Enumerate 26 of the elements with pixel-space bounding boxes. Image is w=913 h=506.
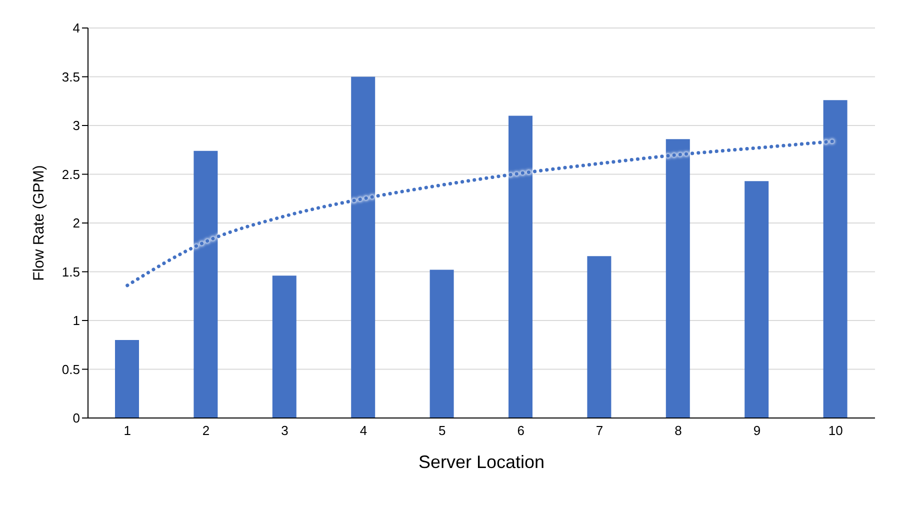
- x-tick-label: 3: [281, 423, 288, 438]
- y-tick-label: 4: [72, 20, 80, 36]
- y-tick-label: 2: [72, 216, 80, 231]
- y-tick-label: 0.5: [62, 362, 80, 377]
- bar: [744, 181, 769, 418]
- y-tick-label: 2.5: [62, 166, 80, 182]
- x-tick-label: 6: [517, 423, 524, 438]
- y-tick-label: 3: [72, 118, 80, 134]
- y-tick-label: 3.5: [62, 69, 80, 84]
- x-tick-label: 10: [828, 423, 843, 438]
- bar: [430, 270, 454, 418]
- bar: [587, 256, 612, 418]
- x-axis-title: Server Location: [418, 452, 545, 472]
- x-tick-label: 1: [124, 423, 131, 438]
- y-tick-label: 1: [72, 313, 80, 328]
- x-tick-label: 9: [753, 423, 761, 438]
- bar: [272, 276, 296, 418]
- x-tick-label: 4: [360, 423, 368, 438]
- x-tick-label: 5: [438, 423, 446, 438]
- y-axis-title: Flow Rate (GPM): [30, 165, 48, 281]
- bar: [115, 340, 139, 418]
- x-tick-label: 2: [202, 423, 210, 438]
- x-tick-label: 8: [674, 423, 682, 438]
- y-tick-label: 1.5: [62, 264, 80, 280]
- x-tick-label: 7: [596, 423, 604, 438]
- y-tick-label: 0: [72, 410, 80, 426]
